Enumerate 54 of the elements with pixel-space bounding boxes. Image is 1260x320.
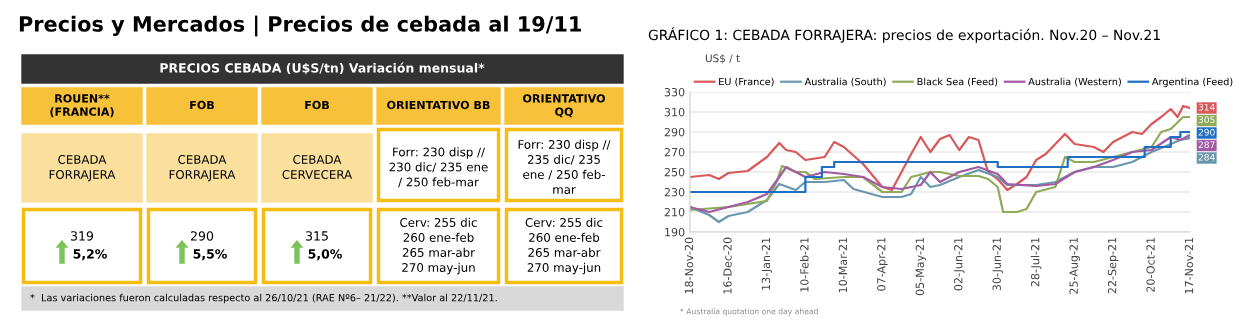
y-tick-label: 210: [664, 207, 685, 217]
x-tick-label: 17-Nov-21: [1184, 237, 1194, 294]
category-label: ORIENTATIVO BB: [387, 100, 490, 110]
text: 315 5,0%: [306, 231, 342, 261]
x-tick-label: 25-Aug-21: [1069, 237, 1080, 294]
data-label: 305: [1198, 116, 1215, 124]
x-tick-label: 18-Nov-20: [684, 237, 694, 294]
x-tick-label: 22-Sep-21: [1107, 237, 1119, 294]
y-tick-label: 330: [664, 87, 685, 97]
text: CEBADA FORRAJERA: [169, 154, 236, 182]
text: Forr: 230 disp // 230 dic/ 235 ene / 250 feb-mar: [389, 147, 488, 188]
text: Cerv: 255 dic 260 ene-feb 265 mar-abr 270 may-jun: [400, 217, 477, 275]
y-tick-label: 270: [664, 147, 685, 157]
legend-label: Black Sea (Feed): [917, 77, 998, 87]
y-tick-label: 190: [665, 227, 685, 237]
x-tick-label: 07-Apr-21: [877, 237, 888, 291]
x-tick-label: 30-Jun-21: [992, 237, 1003, 291]
x-tick-label: 10-Mar-21: [838, 237, 848, 293]
legend-label: Australia (South): [804, 77, 886, 87]
line-series: [690, 115, 1190, 214]
text: * Las variaciones fueron calculadas respecto al 26/10/21 (RAE Nº6– 21/22). **Valor al 22/11/21.: [30, 293, 497, 304]
category-label: ORIENTATIVO QQ: [523, 94, 605, 118]
text: Forr: 230 disp // 235 dic/ 235 ene / 250 feb- mar: [518, 139, 611, 194]
data-label: 284: [1198, 153, 1215, 161]
text: 319 5,2%: [71, 231, 107, 261]
x-tick-label: 16-Dec-20: [723, 237, 732, 294]
y-tick-label: 290: [664, 127, 685, 137]
category-label: FOB: [305, 100, 329, 110]
x-tick-label: 28-Jul-21: [1030, 237, 1042, 287]
y-tick-label: 230: [664, 187, 685, 197]
text: Cerv: 255 dic 260 ene-feb 265 mar-abr 270 may-jun: [525, 217, 603, 275]
text: CEBADA FORRAJERA: [49, 154, 116, 182]
chart-title: GRÁFICO 1: CEBADA FORRAJERA: precios de exportación. Nov.20 – Nov.21: [648, 27, 1160, 43]
text: PRECIOS CEBADA (U$S/tn) Variación mensual*: [160, 62, 485, 75]
legend-label: EU (France): [719, 77, 774, 87]
x-tick-label: 05-May-21: [915, 237, 927, 296]
category-label: FOB: [190, 100, 214, 110]
data-label: 290: [1198, 128, 1215, 136]
x-tick-label: 13-Jan-21: [761, 237, 773, 290]
legend-label: Australia (Western): [1028, 77, 1121, 87]
data-label: 314: [1198, 103, 1215, 111]
text: Precios y Mercados | Precios de cebada al 19/11: [19, 15, 581, 37]
y-tick-label: 310: [664, 107, 685, 117]
data-label: 287: [1198, 141, 1215, 149]
category-label: ROUEN** (FRANCIA): [50, 94, 114, 118]
legend-label: Argentina (Feed): [1151, 77, 1233, 88]
x-tick-label: 10-Feb-21: [800, 237, 809, 292]
text: CEBADA CERVECERA: [282, 154, 353, 179]
x-tick-label: 02-Jun-21: [954, 237, 965, 291]
line-series: [690, 104, 1190, 192]
y-axis-title: US$ / t: [705, 54, 740, 64]
text: 290 5,5%: [190, 231, 227, 261]
x-tick-label: 20-Oct-21: [1146, 237, 1155, 292]
y-tick-label: 250: [664, 167, 685, 177]
